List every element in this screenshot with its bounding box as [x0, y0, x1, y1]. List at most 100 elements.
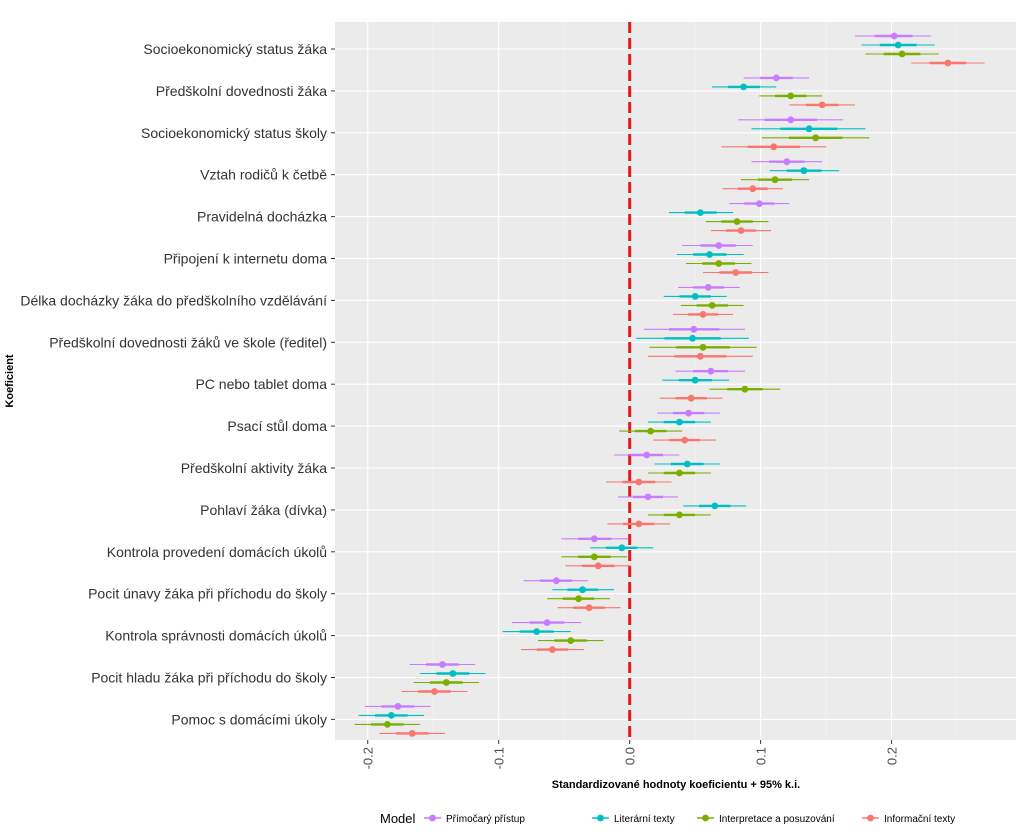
legend-key-point — [867, 814, 874, 822]
estimate-point-informacni-texty — [696, 352, 704, 360]
x-tick-label: 0.0 — [623, 747, 638, 765]
estimate-point-literarni-texty — [706, 251, 713, 258]
estimate-point-informacni-texty — [818, 101, 826, 109]
legend-item-informacni-texty: Informační texty — [862, 814, 955, 825]
legend-label: Literární texty — [614, 814, 675, 825]
estimate-point-literarni-texty — [711, 502, 719, 510]
y-tick-label: Pomoc s domácími úkoly — [171, 711, 327, 727]
estimate-point-literarni-texty — [894, 41, 902, 49]
estimate-point-interpretace-a-posuzovani — [567, 637, 575, 644]
estimate-point-interpretace-a-posuzovani — [715, 260, 723, 267]
y-tick-label: Kontrola provedení domácích úkolů — [107, 544, 327, 560]
x-tick-label: -0.2 — [361, 747, 376, 769]
legend-item-primocary-pristup: Přímočarý přístup — [424, 814, 525, 825]
estimate-point-primocary-pristup — [890, 32, 898, 40]
y-tick-label: Pohlaví žáka (dívka) — [200, 502, 327, 518]
y-tick-label: Předškolní aktivity žáka — [181, 460, 327, 476]
estimate-point-informacni-texty — [687, 394, 695, 402]
estimate-point-interpretace-a-posuzovani — [590, 553, 598, 561]
estimate-point-literarni-texty — [805, 125, 813, 133]
estimate-point-literarni-texty — [449, 670, 457, 677]
estimate-point-primocary-pristup — [707, 367, 715, 375]
legend: Model Přímočarý přístup Literární texty In… — [380, 811, 955, 826]
estimate-point-informacni-texty — [737, 227, 745, 235]
estimate-point-interpretace-a-posuzovani — [741, 385, 749, 393]
estimate-point-literarni-texty — [740, 83, 747, 91]
estimate-point-interpretace-a-posuzovani — [442, 679, 450, 686]
legend-label: Přímočarý přístup — [446, 814, 525, 825]
estimate-point-interpretace-a-posuzovani — [733, 218, 741, 226]
y-tick-label: Pravidelná docházka — [197, 209, 327, 225]
estimate-point-literarni-texty — [689, 334, 696, 342]
estimate-point-informacni-texty — [585, 604, 593, 612]
series-literarni-texty — [358, 41, 935, 719]
y-tick-label: Psací stůl doma — [227, 418, 327, 434]
series-primocary-pristup — [365, 32, 931, 710]
estimate-point-informacni-texty — [681, 436, 689, 444]
series-interpretace-a-posuzovani — [354, 50, 939, 728]
y-tick-label: Předškolní dovednosti žáka — [156, 83, 327, 99]
series-informacni-texty — [379, 59, 985, 737]
estimate-point-primocary-pristup — [715, 242, 723, 249]
legend-key-point — [597, 814, 604, 822]
chart-marks — [354, 32, 985, 737]
estimate-point-informacni-texty — [699, 311, 707, 318]
estimate-point-primocary-pristup — [690, 325, 698, 333]
estimate-point-primocary-pristup — [394, 703, 402, 710]
y-tick-label: Socioekonomický status žáka — [143, 41, 327, 57]
y-tick-label: Vztah rodičů k četbě — [200, 167, 327, 183]
estimate-point-interpretace-a-posuzovani — [699, 343, 707, 351]
y-tick-label: Kontrola správnosti domácích úkolů — [105, 628, 327, 644]
estimate-point-primocary-pristup — [755, 200, 763, 208]
x-ticks: -0.2 -0.1 0.0 0.1 0.2 — [361, 740, 900, 769]
legend-item-literarni-texty: Literární texty — [592, 814, 675, 825]
estimate-point-informacni-texty — [749, 185, 757, 193]
estimate-point-primocary-pristup — [590, 535, 598, 543]
legend-title: Model — [380, 811, 416, 826]
legend-item-interpretace-a-posuzovani: Interpretace a posuzování — [697, 814, 835, 825]
estimate-point-informacni-texty — [548, 646, 556, 653]
x-axis-title: Standardizované hodnoty koeficientu + 95… — [552, 779, 800, 791]
estimate-point-interpretace-a-posuzovani — [708, 302, 716, 309]
y-axis-title: Koeficient — [4, 354, 16, 408]
estimate-point-informacni-texty — [944, 59, 952, 67]
estimate-point-primocary-pristup — [787, 116, 795, 124]
estimate-point-informacni-texty — [732, 269, 740, 276]
estimate-point-interpretace-a-posuzovani — [771, 176, 779, 184]
y-tick-label: Pocit únavy žáka při příchodu do školy — [88, 586, 327, 602]
estimate-point-informacni-texty — [770, 143, 778, 151]
y-tick-label: Připojení k internetu doma — [164, 251, 328, 267]
major-gridlines — [335, 22, 1016, 740]
estimate-point-literarni-texty — [683, 460, 691, 468]
y-tick-label: PC nebo tablet doma — [195, 376, 327, 392]
estimate-point-interpretace-a-posuzovani — [647, 427, 655, 435]
estimate-point-literarni-texty — [691, 376, 699, 384]
estimate-point-literarni-texty — [676, 418, 683, 426]
plot-panel — [335, 22, 1016, 740]
legend-label: Interpretace a posuzování — [719, 814, 835, 825]
legend-key-point — [429, 814, 436, 822]
y-tick-label: Délka docházky žáka do předškolního vzdě… — [20, 292, 327, 308]
estimate-point-informacni-texty — [635, 520, 643, 528]
legend-key-point — [702, 814, 709, 822]
estimate-point-literarni-texty — [691, 293, 699, 300]
estimate-point-primocary-pristup — [783, 158, 791, 166]
x-tick-label: -0.1 — [492, 747, 507, 769]
estimate-point-interpretace-a-posuzovani — [812, 134, 820, 142]
y-tick-label: Socioekonomický status školy — [141, 125, 327, 141]
y-tick-label: Pocit hladu žáka při příchodu do školy — [91, 670, 327, 686]
estimate-point-literarni-texty — [387, 712, 395, 719]
estimate-point-primocary-pristup — [438, 661, 446, 668]
y-tick-labels: Socioekonomický status žáka Předškolní do… — [20, 41, 327, 727]
y-tick-label: Předškolní dovednosti žáků ve škole (řed… — [49, 334, 327, 350]
estimate-point-interpretace-a-posuzovani — [383, 721, 391, 728]
estimate-point-informacni-texty — [594, 562, 602, 570]
estimate-point-primocary-pristup — [643, 451, 651, 459]
estimate-point-interpretace-a-posuzovani — [898, 50, 906, 58]
estimate-point-primocary-pristup — [644, 493, 652, 501]
estimate-point-literarni-texty — [800, 167, 808, 175]
estimate-point-primocary-pristup — [543, 619, 551, 626]
x-tick-label: 0.2 — [885, 747, 900, 765]
y-ticks — [331, 48, 335, 720]
